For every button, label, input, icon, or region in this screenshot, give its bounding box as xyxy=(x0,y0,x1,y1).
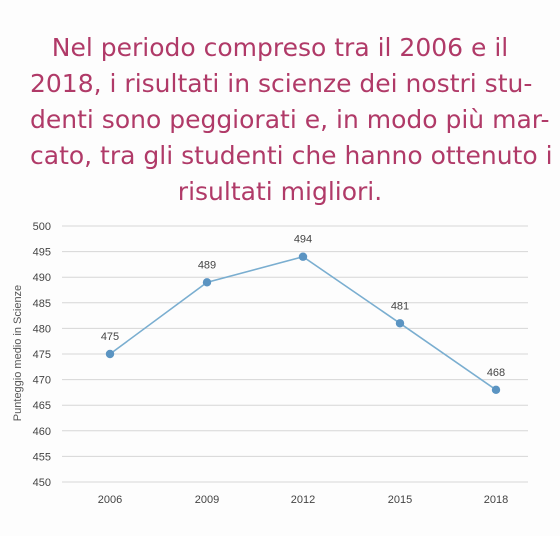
x-tick-label: 2012 xyxy=(291,494,315,506)
x-axis-ticks: 2006 2009 2012 2015 2018 xyxy=(98,494,508,506)
data-point xyxy=(298,252,308,261)
headline-line-3: denti sono peggiorati e, in modo più mar… xyxy=(30,105,550,134)
y-tick-label: 475 xyxy=(33,349,51,361)
data-point xyxy=(491,385,501,395)
x-tick-label: 2006 xyxy=(98,494,122,506)
series: 475 489 494 481 468 xyxy=(101,234,505,395)
x-tick-label: 2009 xyxy=(195,494,219,506)
data-label: 489 xyxy=(198,259,216,271)
series-line xyxy=(109,255,497,391)
data-label: 475 xyxy=(101,331,119,343)
y-tick-label: 460 xyxy=(33,426,51,438)
headline-line-1: Nel periodo compreso tra il 2006 e il xyxy=(51,33,509,62)
headline-line-5: risultati migliori. xyxy=(177,177,383,206)
y-tick-label: 495 xyxy=(33,247,51,259)
y-tick-label: 480 xyxy=(33,323,51,335)
y-tick-label: 450 xyxy=(33,477,51,489)
y-tick-label: 500 xyxy=(33,221,51,233)
data-label: 481 xyxy=(391,300,409,312)
data-label: 494 xyxy=(294,234,312,246)
y-tick-label: 470 xyxy=(33,375,51,387)
data-point xyxy=(202,278,212,287)
data-label: 468 xyxy=(487,367,505,379)
data-point xyxy=(395,319,405,328)
y-tick-label: 465 xyxy=(33,400,51,412)
y-tick-label: 455 xyxy=(33,451,51,463)
gridlines xyxy=(62,225,528,483)
y-axis-ticks: 450 455 460 465 470 475 480 485 490 495 500 xyxy=(33,221,51,489)
headline: Nel periodo compreso tra il 2006 e il 20… xyxy=(30,30,553,210)
data-point xyxy=(105,349,115,359)
y-tick-label: 490 xyxy=(33,272,51,284)
x-tick-label: 2018 xyxy=(484,494,508,506)
y-axis-title: Punteggio medio in Scienze xyxy=(12,285,24,421)
x-tick-label: 2015 xyxy=(388,494,412,506)
headline-line-4: cato, tra gli studenti che hanno ottenut… xyxy=(30,141,553,170)
headline-line-2: 2018, i risultati in scienze dei nostri … xyxy=(30,69,533,98)
y-tick-label: 485 xyxy=(33,298,51,310)
